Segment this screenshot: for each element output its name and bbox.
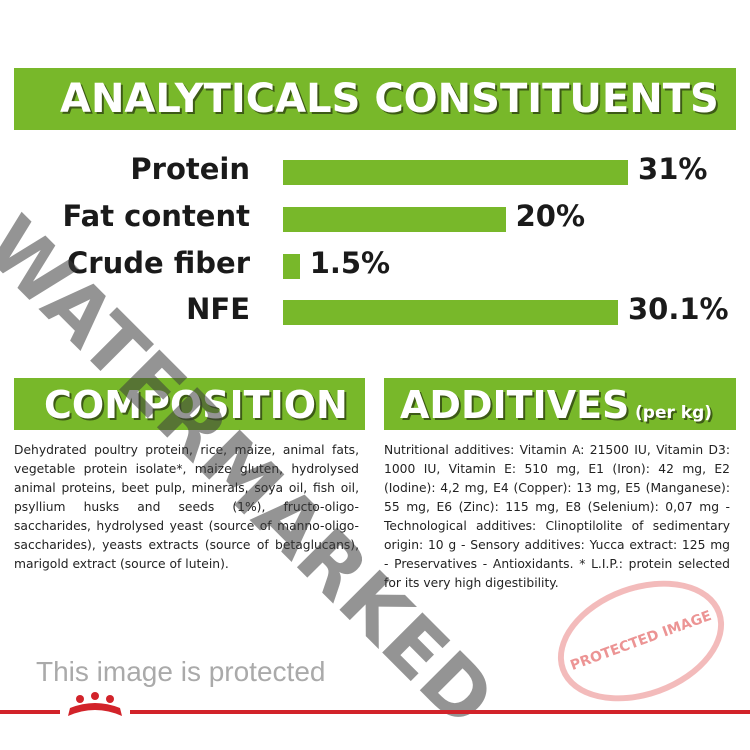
category-label: Fat content	[62, 199, 250, 233]
bar	[283, 300, 618, 325]
additives-header: ADDITIVES (per kg)	[384, 378, 736, 430]
value-label: 1.5%	[309, 246, 391, 280]
composition-text: Dehydrated poultry protein, rice, maize,…	[14, 443, 359, 571]
category-label: NFE	[186, 292, 250, 326]
footer-line	[0, 710, 750, 714]
logo	[68, 692, 122, 716]
additives-title: ADDITIVES	[400, 383, 630, 427]
value-label: 30.1%	[628, 292, 729, 326]
bar	[283, 160, 629, 185]
chart: Protein 31% Fat content 20% Crude fiber 1.5% N…	[0, 150, 750, 340]
bar	[283, 207, 506, 232]
bar	[283, 254, 300, 279]
additives-text: Nutritional additives: Vitamin A: 21500 …	[384, 443, 730, 590]
watermark-notice: This image is protected	[36, 656, 326, 687]
additives-unit: (per kg)	[635, 403, 713, 423]
category-label: Protein	[130, 152, 250, 186]
logo-bg	[60, 690, 130, 720]
category-label: Crude fiber	[67, 246, 250, 280]
value-label: 31%	[638, 152, 708, 186]
value-label: 20%	[515, 199, 586, 233]
composition-title: COMPOSITION	[14, 378, 365, 430]
chart-title: ANALYTICALS CONSTITUENTS	[14, 68, 736, 130]
